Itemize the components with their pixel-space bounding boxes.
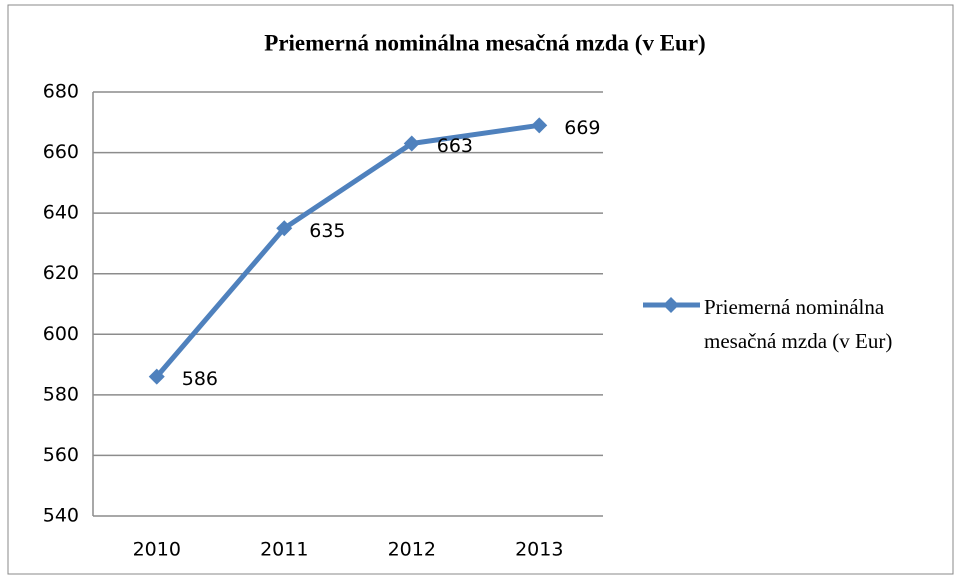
data-point <box>276 220 293 237</box>
x-tick-label: 2013 <box>515 539 563 561</box>
y-tick-label: 640 <box>43 202 79 224</box>
y-tick-label: 660 <box>43 141 79 163</box>
y-tick-label: 560 <box>43 444 79 466</box>
legend-marker <box>663 297 679 313</box>
y-tick-label: 580 <box>43 383 79 405</box>
y-tick-label: 540 <box>43 505 79 527</box>
data-point <box>148 368 165 385</box>
data-label: 586 <box>182 368 218 390</box>
data-point <box>531 117 548 134</box>
y-tick-label: 620 <box>43 262 79 284</box>
x-tick-label: 2011 <box>260 539 308 561</box>
y-tick-label: 680 <box>43 81 79 103</box>
y-tick-label: 600 <box>43 323 79 345</box>
data-label: 669 <box>564 117 600 139</box>
x-tick-label: 2010 <box>133 539 181 561</box>
chart-title: Priemerná nominálna mesačná mzda (v Eur) <box>264 30 705 55</box>
x-tick-label: 2012 <box>388 539 436 561</box>
data-label: 663 <box>437 135 473 157</box>
data-label: 635 <box>309 220 345 242</box>
series-line <box>154 122 540 379</box>
data-point <box>403 135 420 152</box>
legend-label: Priemerná nominálna mesačná mzda (v Eur) <box>704 295 893 353</box>
chart-frame <box>7 4 954 575</box>
